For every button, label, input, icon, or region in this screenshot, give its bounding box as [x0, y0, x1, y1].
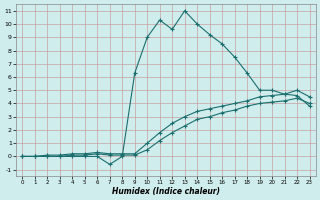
X-axis label: Humidex (Indice chaleur): Humidex (Indice chaleur) — [112, 187, 220, 196]
